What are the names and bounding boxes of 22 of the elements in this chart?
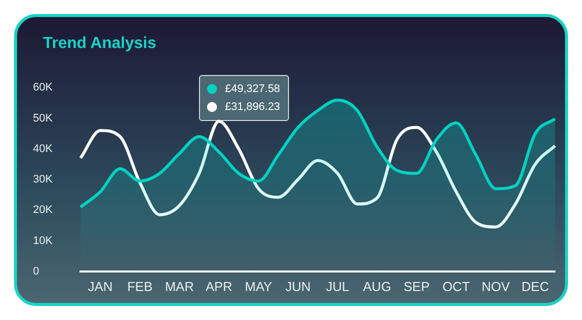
x-tick-label: NOV <box>482 278 510 294</box>
x-tick-label: APR <box>206 278 232 294</box>
x-tick-label: AUG <box>363 278 392 294</box>
x-tick-label: JUL <box>326 278 350 294</box>
annotation: £31,896.23 <box>225 101 280 113</box>
x-tick-label: SEP <box>404 278 430 294</box>
y-tick-label: 40K <box>33 142 54 155</box>
y-tick-label: 10K <box>33 234 54 247</box>
annotation: £49,327.58 <box>225 83 280 95</box>
x-tick-label: FEB <box>127 278 153 294</box>
x-tick-label: DEC <box>522 278 549 294</box>
y-tick-label: 0 <box>33 265 40 278</box>
y-tick-label: 20K <box>33 204 54 216</box>
x-tick-label: JUN <box>285 278 311 294</box>
x-tick-label: OCT <box>442 278 470 294</box>
x-tick-label: MAY <box>244 278 272 294</box>
y-tick-label: 30K <box>33 174 54 186</box>
y-tick-label: 60K <box>33 82 54 94</box>
x-tick-label: JAN <box>88 278 113 294</box>
chart-title: Trend Analysis <box>43 35 156 53</box>
y-tick-label: 50K <box>33 112 54 124</box>
x-tick-label: MAR <box>164 278 194 294</box>
